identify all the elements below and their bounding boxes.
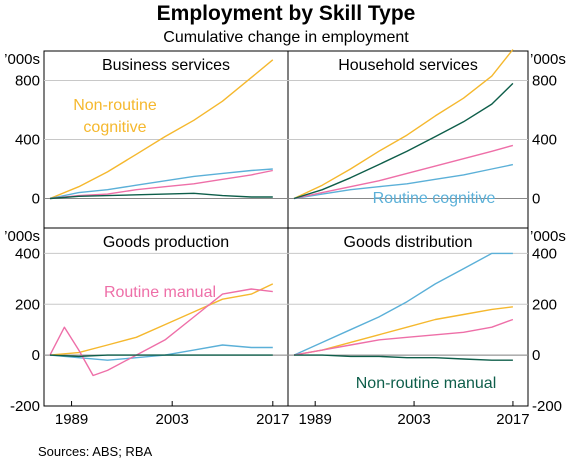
y-tick-label-1-0: 0 <box>532 191 540 208</box>
series-line-0-non_routine_manual <box>49 192 273 200</box>
annotation-1-0: Routine cognitive <box>373 190 496 207</box>
y-tick-label-1-1: 400 <box>532 132 557 149</box>
y-tick-label-0-1: 400 <box>15 132 40 149</box>
y-tick-label-2-1: 0 <box>32 347 40 364</box>
x-tick-label-3-0: 1989 <box>299 411 332 428</box>
series-line-1-routine_cognitive <box>293 163 514 200</box>
x-tick-label-3-1: 2003 <box>397 411 430 428</box>
panel-3: -200 0 200 400’000s Goods distribution 1989 20… <box>288 228 566 428</box>
panel-title-0: Business services <box>102 57 230 74</box>
x-tick-label-2-1: 2003 <box>156 411 189 428</box>
series-line-0-non_routine_cognitive <box>49 59 274 200</box>
series-line-0-routine_cognitive <box>49 168 273 200</box>
y-tick-label-0-0: 0 <box>32 191 40 208</box>
y-tick-label-0-2: 800 <box>15 73 40 90</box>
y-tick-label-3-2: 200 <box>532 296 557 313</box>
series-line-2-non_routine_cognitive <box>49 283 274 356</box>
y-tick-label-2-3: 400 <box>15 245 40 262</box>
panel-1: 0 400 800 ’000s Household services Routine co… <box>288 49 566 208</box>
series-line-1-non_routine_cognitive <box>293 49 514 200</box>
series-line-3-non_routine_manual <box>294 354 513 361</box>
annotation-3-0: Non-routine manual <box>356 375 497 392</box>
x-tick-label-3-2: 2017 <box>496 411 529 428</box>
chart-title: Employment by Skill Type <box>157 2 416 25</box>
series-line-2-routine_manual <box>49 288 273 377</box>
panel-0: 0 400 800 ’000s Business services Non-routine… <box>4 51 288 208</box>
y-tick-label-1-2: 800 <box>532 73 557 90</box>
panel-title-1: Household services <box>338 57 478 74</box>
source-note: Sources: ABS; RBA <box>38 444 152 459</box>
y-tick-label-2-2: 200 <box>15 296 40 313</box>
y-tick-label-3-3: 400 <box>532 245 557 262</box>
x-tick-label-2-2: 2017 <box>256 411 289 428</box>
series-line-3-non_routine_cognitive <box>293 306 513 356</box>
annotation-0-0: Non-routine <box>73 97 157 114</box>
panel-title-2: Goods production <box>103 234 229 251</box>
series-line-2-non_routine_manual <box>49 354 273 358</box>
annotation-0-1: cognitive <box>83 119 146 136</box>
series-line-3-routine_cognitive <box>293 252 513 356</box>
series-line-0-routine_manual <box>49 169 273 200</box>
unit-label-0: ’000s <box>4 51 40 68</box>
y-tick-label-2-0: -200 <box>10 398 40 415</box>
unit-label-1: ’000s <box>530 51 566 68</box>
series-line-1-routine_manual <box>293 144 514 200</box>
panel-2: -200 0 200 400’000s Goods production 1989 2003… <box>4 228 289 428</box>
series-line-3-routine_manual <box>293 318 514 356</box>
annotation-2-0: Routine manual <box>104 284 216 301</box>
unit-label-3: ’000s <box>530 228 566 245</box>
panel-title-3: Goods distribution <box>344 234 473 251</box>
chart-subtitle: Cumulative change in employment <box>163 29 409 46</box>
y-tick-label-3-1: 0 <box>532 347 540 364</box>
x-tick-label-2-0: 1989 <box>55 411 88 428</box>
chart-panels: 0 400 800 ’000s Business services Non-routine… <box>4 49 566 428</box>
series-line-1-non_routine_manual <box>293 82 514 200</box>
unit-label-2: ’000s <box>4 228 40 245</box>
y-tick-label-3-0: -200 <box>532 398 562 415</box>
